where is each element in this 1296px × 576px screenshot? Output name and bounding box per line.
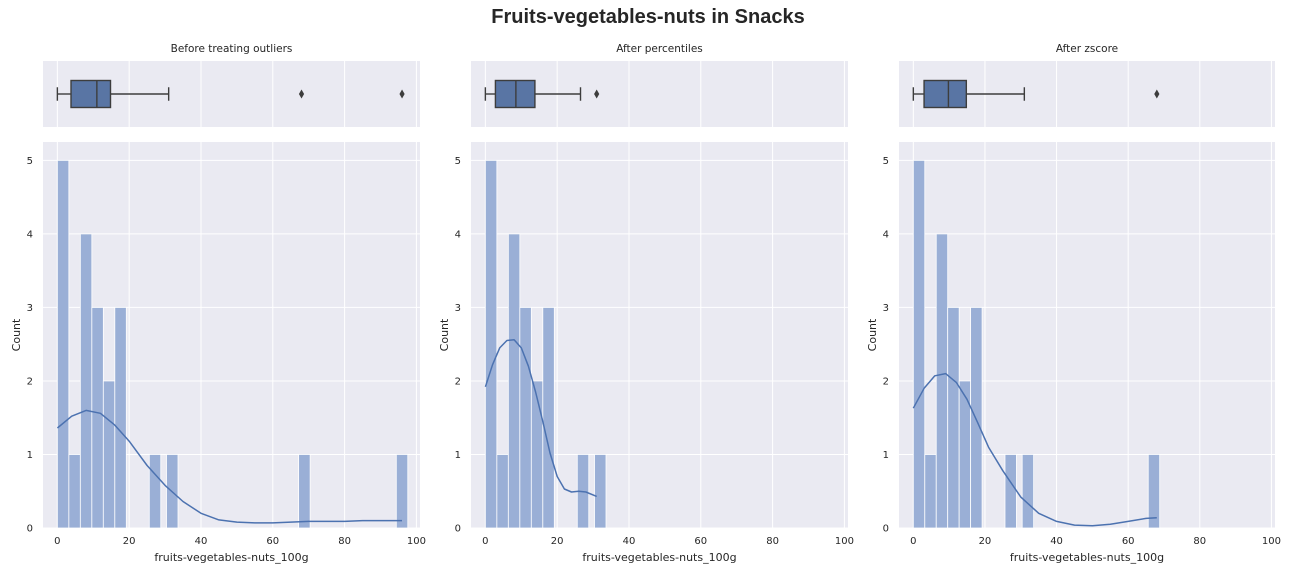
- hist-bar: [148, 454, 162, 529]
- hist-bar: [91, 307, 104, 529]
- y-tick-label: 0: [883, 524, 889, 535]
- hist-bar: [530, 380, 544, 529]
- outlier-marker: [298, 89, 305, 99]
- hist-bar: [924, 454, 937, 529]
- y-tick-label: 4: [27, 229, 33, 240]
- x-tick-label: 20: [551, 536, 564, 547]
- kde-line: [56, 409, 402, 524]
- x-axis-label: fruits-vegetables-nuts_100g: [154, 551, 308, 564]
- y-tick-label: 3: [883, 303, 889, 314]
- y-tick-label: 1: [883, 450, 889, 461]
- hist-bar: [79, 233, 93, 529]
- box-iqr: [494, 79, 536, 109]
- hist-bar: [484, 159, 498, 529]
- y-tick-label: 1: [455, 450, 461, 461]
- hist-bar: [912, 159, 926, 529]
- hist-bar: [102, 380, 116, 529]
- x-tick-label: 0: [54, 536, 60, 547]
- y-tick-label: 1: [27, 450, 33, 461]
- panel-title: Before treating outliers: [171, 43, 293, 55]
- x-tick-label: 60: [1122, 536, 1135, 547]
- x-axis-label: fruits-vegetables-nuts_100g: [582, 551, 736, 564]
- x-tick-label: 0: [482, 536, 488, 547]
- hist-bar: [56, 159, 70, 529]
- x-tick-label: 40: [623, 536, 636, 547]
- kde-line: [912, 372, 1157, 527]
- panel-3: After zscore 0 20 40 60 80 100 0 1 2 3 4 5 fruits-veg…: [866, 43, 1281, 564]
- y-axis-label: Count: [866, 318, 879, 351]
- y-tick-label: 5: [883, 156, 889, 167]
- y-axis-label: Count: [10, 318, 23, 351]
- hist-bar: [1021, 454, 1035, 529]
- x-tick-label: 40: [195, 536, 208, 547]
- x-tick-label: 80: [338, 536, 351, 547]
- panel-2: After percentiles 0 20 40 60 80 100 0 1 2 3 4 5 fruit…: [438, 43, 854, 564]
- hist-bar: [1004, 454, 1017, 529]
- hist-bar: [68, 454, 81, 529]
- y-tick-label: 3: [27, 303, 33, 314]
- y-axis-label: Count: [438, 318, 451, 351]
- outlier-marker: [594, 89, 600, 99]
- outlier-marker: [1154, 89, 1160, 99]
- hist-bar: [1147, 454, 1161, 529]
- x-tick-label: 60: [266, 536, 279, 547]
- hist-bar: [298, 454, 311, 529]
- hist-bar: [947, 307, 960, 529]
- hist-bar: [935, 233, 949, 529]
- box-iqr: [923, 79, 968, 109]
- x-tick-label: 0: [910, 536, 916, 547]
- x-tick-label: 20: [123, 536, 136, 547]
- x-tick-label: 100: [407, 536, 426, 547]
- hist-bar: [519, 307, 532, 529]
- y-tick-label: 3: [455, 303, 461, 314]
- hist-bar: [496, 454, 509, 529]
- x-tick-label: 60: [694, 536, 707, 547]
- outlier-marker: [399, 89, 405, 99]
- x-axis-label: fruits-vegetables-nuts_100g: [1010, 551, 1164, 564]
- hist-bar: [114, 307, 127, 529]
- x-tick-label: 80: [1193, 536, 1206, 547]
- y-tick-label: 2: [27, 376, 33, 387]
- panel-title: After zscore: [1056, 43, 1118, 55]
- figure-title: Fruits-vegetables-nuts in Snacks: [491, 6, 805, 28]
- x-tick-label: 100: [835, 536, 854, 547]
- y-tick-label: 0: [455, 524, 461, 535]
- y-tick-label: 2: [883, 376, 889, 387]
- hist-bar: [542, 307, 555, 529]
- x-tick-label: 80: [766, 536, 779, 547]
- hist-bar: [970, 307, 983, 529]
- panel-title: After percentiles: [616, 43, 703, 55]
- y-tick-label: 4: [455, 229, 461, 240]
- hist-bar: [507, 233, 521, 529]
- y-tick-label: 4: [883, 229, 889, 240]
- hist-bar: [395, 454, 409, 529]
- box-iqr: [70, 79, 112, 109]
- x-tick-label: 20: [979, 536, 992, 547]
- x-tick-label: 100: [1262, 536, 1281, 547]
- y-tick-label: 0: [27, 524, 33, 535]
- hist-bar: [594, 454, 607, 529]
- y-tick-label: 5: [455, 156, 461, 167]
- panel-1: Before treating outliers 0 20 40 60 80 100 0 1 2 3…: [10, 43, 426, 564]
- kde-line: [484, 339, 597, 498]
- y-tick-label: 2: [455, 376, 461, 387]
- y-tick-label: 5: [27, 156, 33, 167]
- x-tick-label: 40: [1050, 536, 1063, 547]
